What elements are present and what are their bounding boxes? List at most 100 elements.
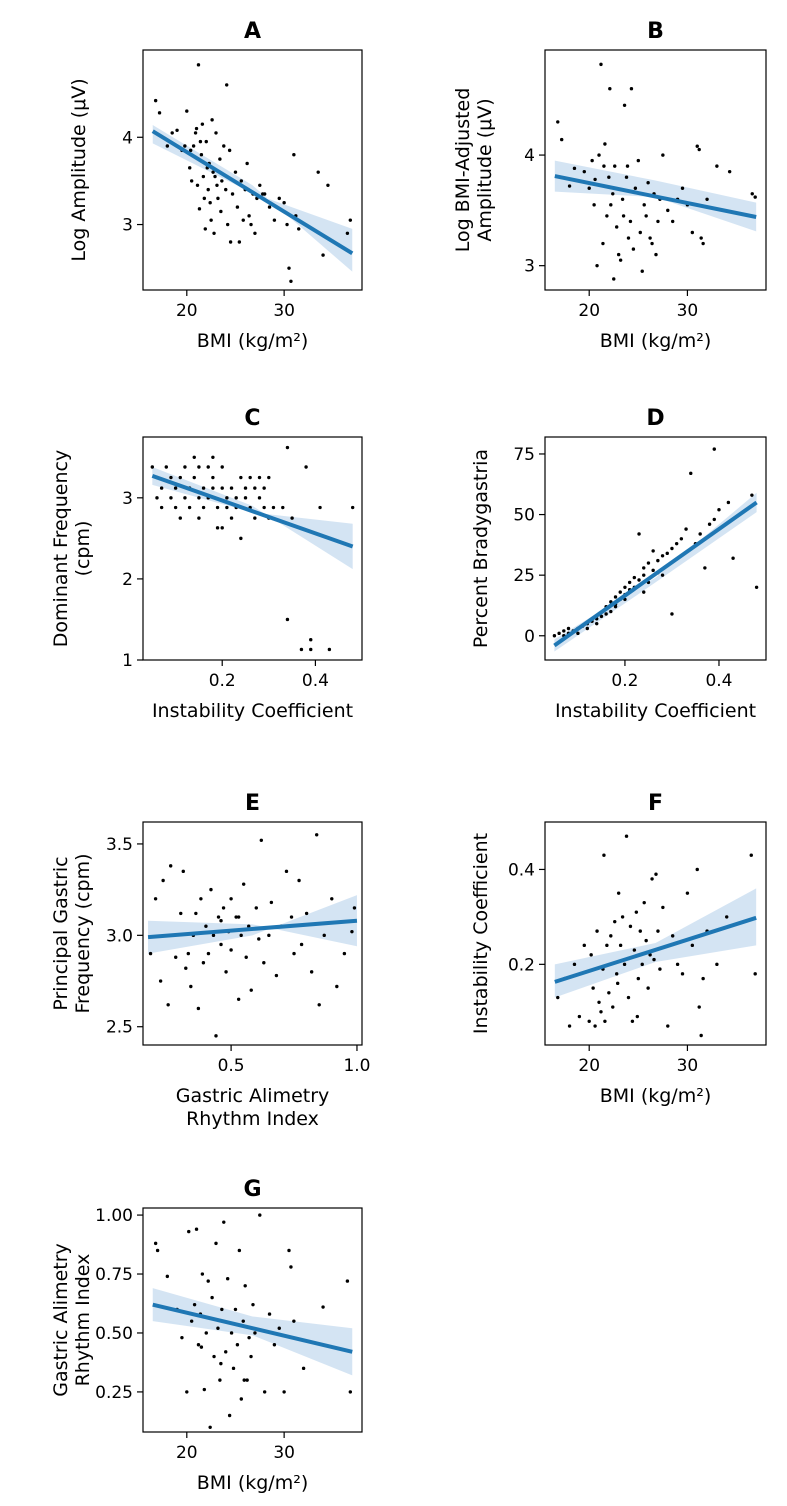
data-point xyxy=(642,900,646,905)
data-point xyxy=(615,225,619,229)
y-axis-label: Instability Coefficient xyxy=(470,833,492,1034)
data-point xyxy=(165,144,170,148)
data-point xyxy=(202,196,207,201)
data-point xyxy=(155,496,159,500)
data-point xyxy=(602,164,606,168)
y-tick-label: 3 xyxy=(122,489,133,509)
data-point xyxy=(597,153,601,157)
data-point xyxy=(161,878,165,883)
data-point xyxy=(229,948,233,952)
data-point xyxy=(219,209,223,214)
confidence-band xyxy=(152,125,353,272)
data-point xyxy=(195,183,200,187)
y-tick-label: 4 xyxy=(524,146,535,166)
data-point xyxy=(206,187,210,192)
data-point xyxy=(208,201,212,205)
data-point xyxy=(187,505,192,510)
data-point xyxy=(658,967,662,971)
data-point xyxy=(699,1033,703,1038)
x-tick-label: 0.2 xyxy=(209,671,236,691)
data-point xyxy=(229,486,234,490)
data-point xyxy=(204,139,208,144)
data-point xyxy=(201,486,206,490)
x-axis-label: BMI (kg/m²) xyxy=(197,330,309,352)
data-point xyxy=(642,203,646,207)
data-point xyxy=(200,122,205,126)
x-tick-label: 20 xyxy=(176,1443,198,1463)
data-point xyxy=(184,966,188,970)
panel-title: G xyxy=(243,1177,261,1202)
data-point xyxy=(237,1248,242,1253)
data-point xyxy=(297,227,301,231)
data-point xyxy=(218,157,222,161)
data-point xyxy=(690,943,695,948)
data-point xyxy=(585,626,590,631)
data-point xyxy=(150,465,155,469)
data-point xyxy=(267,1312,272,1316)
y-tick-label: 0.2 xyxy=(508,955,535,975)
data-point xyxy=(567,184,572,188)
data-point xyxy=(203,227,207,231)
data-point xyxy=(309,638,313,642)
data-point xyxy=(636,976,641,981)
data-point xyxy=(660,554,665,558)
data-point xyxy=(618,943,623,948)
data-point xyxy=(625,164,630,168)
data-point xyxy=(220,1307,224,1312)
data-point xyxy=(218,1378,222,1382)
data-point xyxy=(257,937,261,941)
data-point xyxy=(599,1010,603,1014)
data-point xyxy=(656,219,660,224)
data-point xyxy=(556,120,560,124)
data-point xyxy=(675,962,680,967)
panel-title: B xyxy=(647,19,664,44)
data-point xyxy=(227,1413,232,1418)
data-point xyxy=(642,566,646,570)
confidence-band xyxy=(152,467,353,570)
data-point xyxy=(326,183,330,187)
data-point xyxy=(609,203,613,207)
panel-title: D xyxy=(646,406,664,431)
data-point xyxy=(632,575,637,580)
data-point xyxy=(593,1024,597,1028)
data-point xyxy=(602,853,606,857)
data-point xyxy=(267,205,272,209)
data-point xyxy=(216,915,221,919)
data-point xyxy=(213,174,217,179)
data-point xyxy=(262,486,266,490)
data-point xyxy=(566,626,571,631)
confidence-band xyxy=(152,1288,353,1376)
data-point xyxy=(670,934,675,938)
axes-frame xyxy=(544,821,767,1046)
data-point xyxy=(192,455,196,459)
data-point xyxy=(350,929,354,934)
data-point xyxy=(228,240,233,244)
data-point xyxy=(200,1272,205,1276)
data-point xyxy=(165,1274,170,1279)
data-point xyxy=(292,153,296,157)
data-point xyxy=(698,532,702,536)
data-point xyxy=(158,979,163,983)
data-point xyxy=(219,1361,223,1366)
data-point xyxy=(607,991,611,995)
data-point xyxy=(155,1248,160,1253)
regression-line xyxy=(554,174,757,219)
data-point xyxy=(202,1387,207,1392)
data-point xyxy=(666,208,670,213)
data-point xyxy=(199,153,204,157)
data-point xyxy=(220,179,224,183)
data-point xyxy=(170,131,174,135)
data-point xyxy=(194,1227,199,1231)
x-tick-label: 1.0 xyxy=(343,1056,370,1076)
data-point xyxy=(629,87,634,91)
axes-frame xyxy=(142,49,363,291)
data-point xyxy=(235,1343,240,1347)
data-point xyxy=(623,585,627,589)
axes-frame xyxy=(544,436,767,661)
panel-b: 20 30 3 4 B BMI (kg/m²) Log BMI-Adjusted Amplit… xyxy=(452,19,767,352)
regression-line xyxy=(554,915,757,984)
data-point xyxy=(695,867,699,872)
y-tick-label: 2 xyxy=(122,570,133,590)
data-point xyxy=(214,1034,218,1038)
data-point xyxy=(605,943,609,948)
